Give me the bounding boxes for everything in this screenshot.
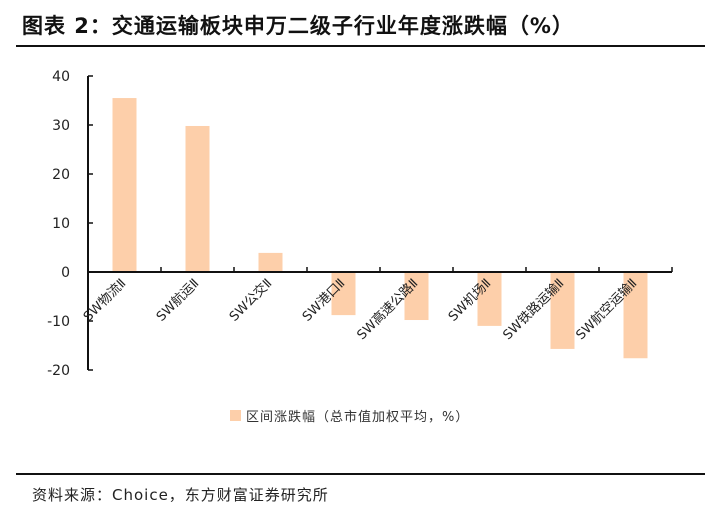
legend-label: 区间涨跌幅（总市值加权平均，%） [246, 410, 470, 425]
y-tick-label: -10 [47, 314, 70, 330]
bar [185, 125, 210, 272]
bar [112, 98, 137, 272]
x-category-label: SW公交Ⅱ [226, 276, 275, 325]
y-tick-label: 40 [52, 69, 70, 85]
y-tick-label: -20 [47, 363, 70, 379]
bar [550, 272, 575, 349]
x-category-label: SW航运Ⅱ [153, 276, 202, 325]
title-divider [16, 45, 705, 47]
legend-swatch [230, 410, 241, 421]
bar [258, 252, 283, 272]
bar [331, 272, 356, 316]
bar [623, 272, 648, 359]
y-tick-label: 10 [52, 216, 70, 232]
y-tick-label: 0 [61, 265, 70, 281]
footer-divider [16, 473, 705, 475]
bar [477, 272, 502, 326]
legend: 区间涨跌幅（总市值加权平均，%） [230, 406, 469, 425]
y-tick-label: 30 [52, 118, 70, 134]
y-tick-label: 20 [52, 167, 70, 183]
bar [404, 272, 429, 321]
chart-title: 图表 2：交通运输板块申万二级子行业年度涨跌幅（%） [22, 14, 574, 38]
source-note: 资料来源：Choice，东方财富证券研究所 [32, 486, 329, 504]
